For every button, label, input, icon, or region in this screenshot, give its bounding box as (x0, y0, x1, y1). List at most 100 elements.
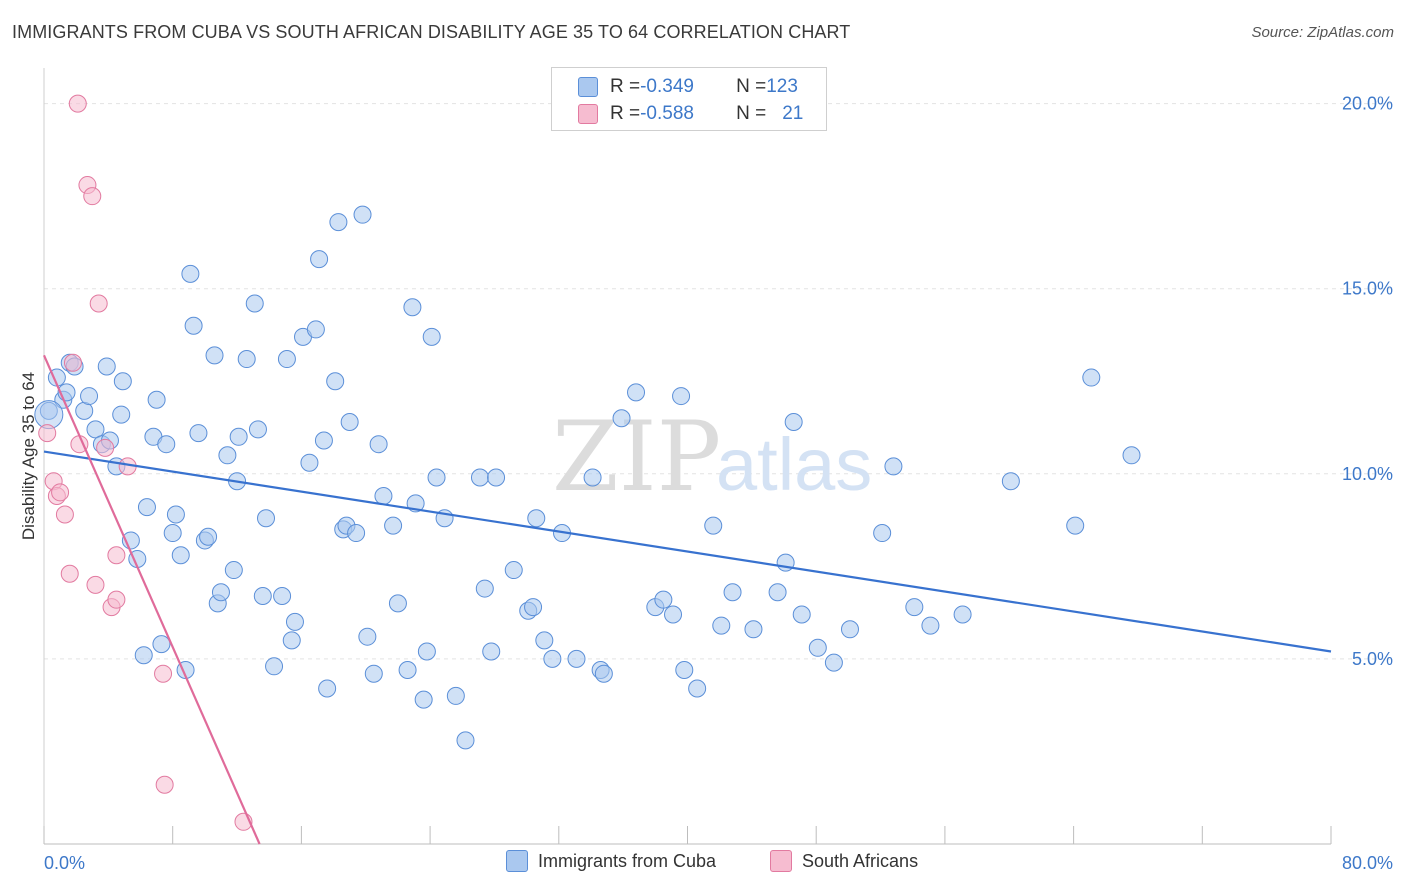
series-cuba-points (34, 205, 1141, 750)
legend-n-label: N = (736, 76, 767, 97)
south-africans-point (68, 94, 87, 113)
south-africans-point (55, 505, 74, 524)
cuba-point (265, 657, 284, 676)
cuba-point (248, 420, 267, 439)
cuba-point (808, 638, 827, 657)
cuba-point (189, 424, 208, 443)
cuba-point (224, 561, 243, 580)
cuba-point (137, 498, 156, 517)
cuba-point (310, 250, 329, 269)
cuba-point (414, 690, 433, 709)
south-africans-point (107, 546, 126, 565)
cuba-point (688, 679, 707, 698)
south-africans-point (83, 187, 102, 206)
cuba-point (273, 586, 292, 605)
cuba-point (784, 412, 803, 431)
cuba-point (211, 583, 230, 602)
south-africans-point (38, 424, 57, 443)
cuba-point (282, 631, 301, 650)
cuba-point (712, 616, 731, 635)
cuba-point (427, 468, 446, 487)
cuba-point (470, 468, 489, 487)
cuba-point (134, 646, 153, 665)
y-tick-label: 15.0% (1342, 279, 1393, 299)
legend-r-label: R = (610, 76, 641, 97)
cuba-point (456, 731, 475, 750)
south-africans-point (107, 590, 126, 609)
cuba-point (704, 516, 723, 535)
south-africans-point (89, 294, 108, 313)
cuba-point (654, 590, 673, 609)
cuba-point (482, 642, 501, 661)
legend-n-value: 123 (766, 76, 798, 97)
bottom-legend-south-africans: South Africans (770, 850, 918, 872)
cuba-point (113, 372, 132, 391)
cuba-point (504, 561, 523, 580)
cuba-point (329, 213, 348, 232)
cuba-point (157, 435, 176, 454)
cuba-point (112, 405, 131, 424)
cuba-point (218, 446, 237, 465)
bottom-legend-cuba: Immigrants from Cuba (506, 850, 716, 872)
cuba-point (524, 598, 543, 617)
cuba-point (300, 453, 319, 472)
cuba-point (953, 605, 972, 624)
y-tick-label: 5.0% (1352, 649, 1393, 669)
cuba-point (1066, 516, 1085, 535)
legend-r-label: R = (610, 103, 641, 124)
cuba-point (318, 679, 337, 698)
cuba-point (664, 605, 683, 624)
legend-swatch-cuba (578, 77, 598, 97)
cuba-point (422, 327, 441, 346)
y-axis-label: Disability Age 35 to 64 (19, 372, 38, 540)
cuba-point (535, 631, 554, 650)
cuba-point (184, 316, 203, 335)
bottom-legend-swatch-south-africans (770, 850, 792, 872)
cuba-point (369, 435, 388, 454)
south-africans-point (96, 438, 115, 457)
cuba-point (675, 661, 694, 680)
south-africans-point (60, 564, 79, 583)
x-tick-label: 0.0% (44, 853, 85, 873)
cuba-point (347, 524, 366, 543)
south-africans-point (86, 575, 105, 594)
cuba-point (627, 383, 646, 402)
cuba-point (163, 524, 182, 543)
cuba-point (253, 586, 272, 605)
cuba-point (306, 320, 325, 339)
legend-n-label: N = (736, 103, 767, 124)
cuba-point (388, 594, 407, 613)
correlation-legend: R = -0.349 N = 123 R = -0.588 N = 21 (551, 67, 827, 131)
series-south-africans-points (38, 94, 253, 831)
legend-r-value: -0.588 (640, 103, 694, 124)
cuba-point (229, 427, 248, 446)
source-credit: Source: ZipAtlas.com (1251, 24, 1394, 41)
cuba-point (398, 661, 417, 680)
cuba-point (403, 298, 422, 317)
cuba-point (417, 642, 436, 661)
cuba-point (527, 509, 546, 528)
cuba-point (921, 616, 940, 635)
cuba-point (80, 387, 99, 406)
cuba-point (723, 583, 742, 602)
y-tick-label: 10.0% (1342, 464, 1393, 484)
x-tick-label: 80.0% (1342, 853, 1393, 873)
cuba-point (594, 664, 613, 683)
cuba-point (905, 598, 924, 617)
cuba-point (285, 612, 304, 631)
cuba-point (181, 264, 200, 283)
cuba-point (567, 649, 586, 668)
cuba-point (340, 412, 359, 431)
cuba-point (873, 524, 892, 543)
cuba-point (1122, 446, 1141, 465)
cuba-point (384, 516, 403, 535)
tick-labels: 5.0% 10.0% 15.0% 20.0% 0.0% 80.0% (44, 94, 1393, 873)
cuba-point (744, 620, 763, 639)
y-tick-label: 20.0% (1342, 94, 1393, 114)
cuba-point (1082, 368, 1101, 387)
cuba-point (824, 653, 843, 672)
cuba-point (543, 649, 562, 668)
chart-title: IMMIGRANTS FROM CUBA VS SOUTH AFRICAN DI… (12, 22, 851, 42)
cuba-point (199, 527, 218, 546)
